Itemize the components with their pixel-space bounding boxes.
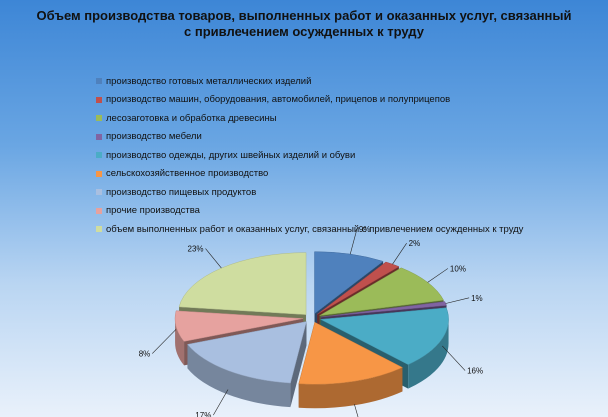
- legend-label: производство машин, оборудования, автомо…: [106, 94, 451, 106]
- leader-line: [152, 329, 177, 354]
- data-label: 2%: [409, 239, 421, 248]
- legend-label: объем выполненных работ и оказанных услу…: [106, 223, 524, 235]
- data-label: 23%: [188, 245, 204, 254]
- legend-item: производство готовых металлических издел…: [96, 72, 596, 91]
- legend-swatch: [96, 152, 102, 159]
- legend-item: производство мебели: [96, 128, 596, 147]
- data-labels: 9%2%10%1%16%14%17%8%23%: [139, 225, 483, 417]
- pie-tops: [174, 251, 449, 385]
- pie-slice: [319, 307, 449, 365]
- data-label: 9%: [359, 225, 371, 234]
- legend-swatch: [96, 133, 102, 140]
- data-label: 17%: [195, 411, 211, 417]
- legend-label: лесозаготовка и обработка древесины: [106, 112, 277, 124]
- legend-label: производство мебели: [106, 131, 202, 143]
- leader-line: [427, 268, 449, 283]
- pie-slice: [174, 310, 304, 342]
- leader-line: [445, 297, 470, 304]
- legend-item: производство машин, оборудования, автомо…: [96, 91, 596, 110]
- data-label: 8%: [139, 350, 151, 359]
- legend-label: производство одежды, других швейных изде…: [106, 149, 356, 161]
- data-label: 10%: [450, 264, 466, 273]
- legend-swatch: [96, 96, 102, 103]
- legend-swatch: [96, 226, 102, 233]
- pie-slice: [298, 321, 403, 385]
- legend-label: прочие производства: [106, 205, 200, 217]
- chart-title-line2: с привлечением осужденных к труду: [184, 24, 424, 39]
- legend-swatch: [96, 170, 102, 177]
- legend-swatch: [96, 207, 102, 214]
- pie-slice: [320, 301, 447, 318]
- leader-line: [213, 389, 229, 416]
- pie-slice: [317, 261, 400, 315]
- leader-line: [442, 345, 466, 371]
- legend-item: объем выполненных работ и оказанных услу…: [96, 220, 596, 239]
- pie-slice: [319, 267, 444, 316]
- chart-title-line1: Объем производства товаров, выполненных …: [36, 8, 572, 23]
- legend-item: производство пищевых продуктов: [96, 183, 596, 202]
- chart-title: Объем производства товаров, выполненных …: [0, 8, 608, 40]
- data-label: 1%: [471, 294, 483, 303]
- leader-line: [392, 242, 407, 265]
- legend-label: производство готовых металлических издел…: [106, 75, 312, 87]
- pie-slice: [178, 252, 307, 315]
- legend-item: сельскохозяйственное производство: [96, 165, 596, 184]
- legend-item: прочие производства: [96, 202, 596, 221]
- pie-slice: [187, 321, 307, 384]
- leader-line: [349, 229, 358, 255]
- legend-label: производство пищевых продуктов: [106, 186, 257, 198]
- data-label: 16%: [467, 367, 483, 376]
- leader-line: [205, 248, 222, 269]
- chart-legend: производство готовых металлических издел…: [96, 72, 596, 239]
- leader-line: [354, 403, 359, 417]
- legend-label: сельскохозяйственное производство: [106, 168, 269, 180]
- legend-swatch: [96, 78, 102, 85]
- legend-item: лесозаготовка и обработка древесины: [96, 109, 596, 128]
- legend-swatch: [96, 189, 102, 196]
- legend-item: производство одежды, других швейных изде…: [96, 146, 596, 165]
- legend-swatch: [96, 115, 102, 122]
